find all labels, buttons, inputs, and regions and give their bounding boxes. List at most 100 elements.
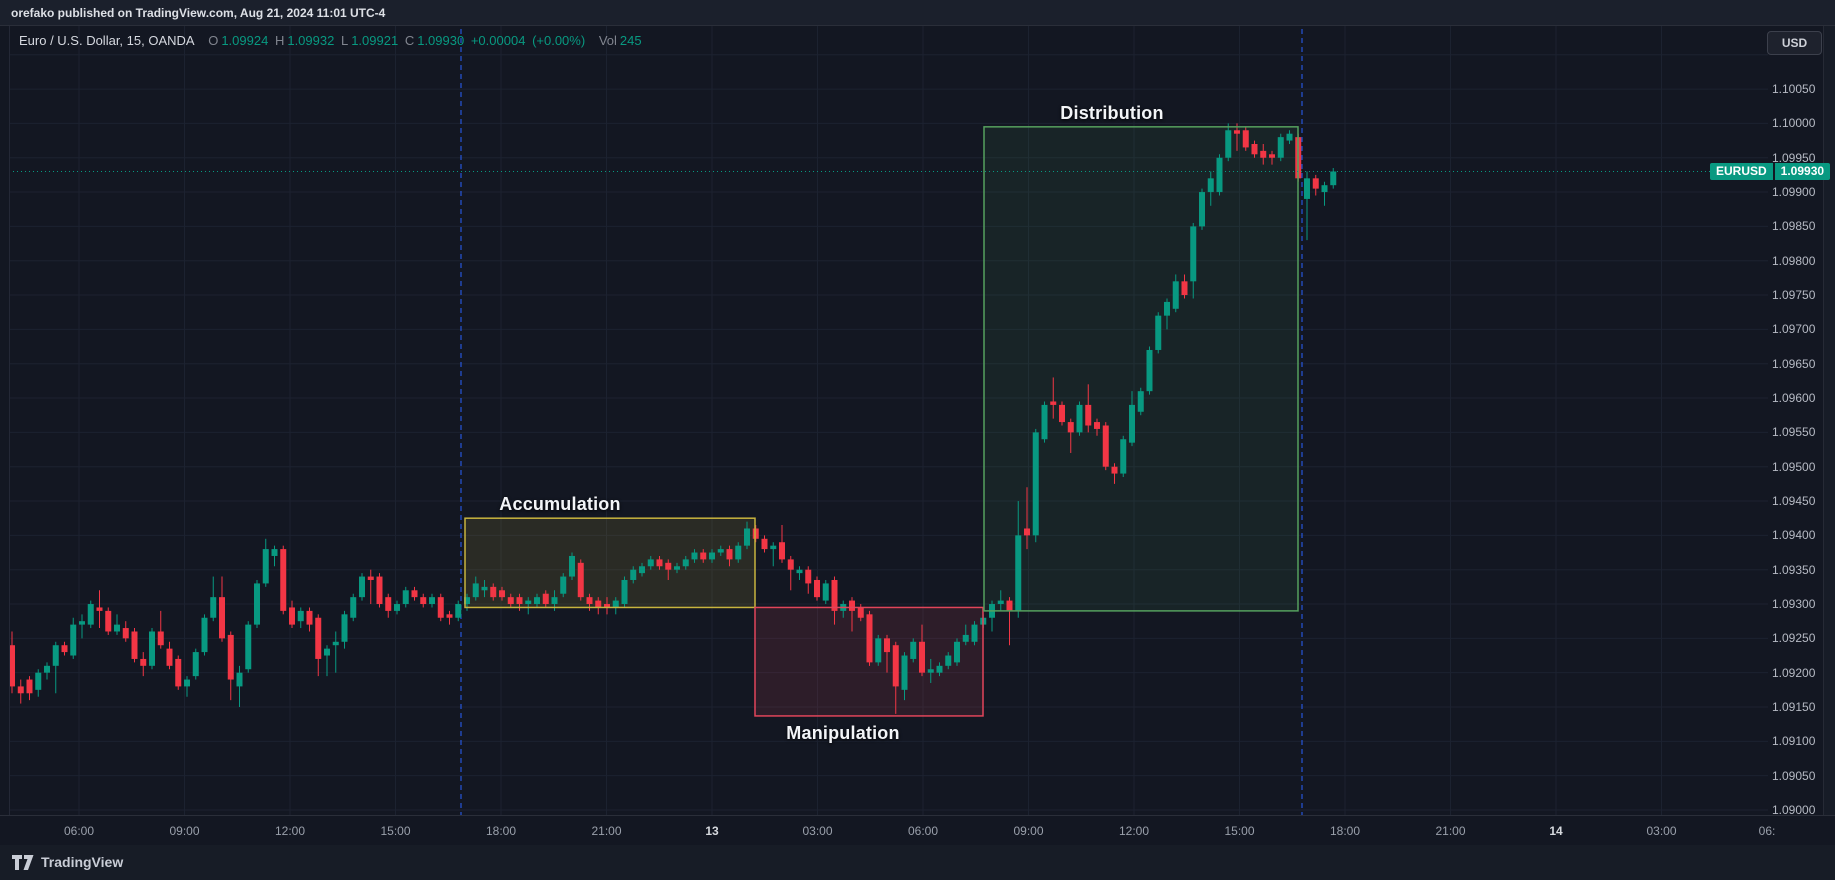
candle-body: [52, 645, 59, 666]
chart-left-border: [9, 26, 10, 845]
candle: [1286, 130, 1293, 144]
candle-body: [105, 610, 112, 632]
currency-unit-label: USD: [1781, 36, 1808, 50]
candle: [604, 597, 610, 615]
candle: [1120, 435, 1127, 477]
price-axis-label: 1.09250: [1772, 631, 1816, 646]
candle: [787, 555, 794, 591]
time-axis-label: 06:: [1758, 824, 1776, 838]
time-axis-label: 03:00: [1646, 824, 1677, 838]
candle: [726, 545, 733, 567]
candle: [595, 597, 602, 615]
price-axis-label: 1.09750: [1772, 288, 1816, 303]
candle-body: [166, 648, 173, 666]
candle-body: [411, 590, 418, 598]
candle: [1269, 150, 1275, 165]
candle-body: [114, 624, 120, 632]
candle-body: [472, 583, 479, 598]
candle-body: [280, 549, 287, 611]
candle-body: [910, 641, 917, 659]
candle: [359, 573, 365, 601]
zone-label-accumulation[interactable]: Accumulation: [499, 494, 621, 515]
candle-body: [927, 669, 934, 673]
candle-body: [831, 579, 838, 611]
candle-body: [1032, 432, 1039, 536]
high-label: H: [274, 33, 285, 48]
price-axis[interactable]: [1768, 26, 1835, 815]
candle: [61, 641, 68, 656]
candle: [525, 597, 532, 615]
candle-body: [691, 552, 698, 560]
candle-body: [674, 566, 680, 570]
candle: [1190, 222, 1197, 299]
time-axis-label: 09:00: [169, 824, 200, 838]
candle: [910, 638, 917, 663]
tradingview-logo-text: TradingView: [41, 854, 124, 870]
candle-body: [787, 559, 794, 570]
candle-body: [1251, 143, 1258, 155]
low-label: L: [340, 33, 349, 48]
time-axis[interactable]: [0, 815, 1835, 847]
candle-body: [254, 583, 260, 625]
currency-unit-button[interactable]: USD: [1767, 31, 1822, 55]
candle: [1164, 298, 1170, 330]
candle: [455, 600, 462, 622]
candle: [1225, 123, 1232, 162]
low-value: 1.09921: [351, 33, 399, 48]
candle-body: [525, 600, 532, 605]
candle-body: [1199, 192, 1205, 227]
candle-body: [96, 607, 103, 611]
candle-body: [87, 604, 94, 625]
candle-body: [420, 597, 427, 605]
candle-body: [726, 549, 733, 560]
time-axis-label: 21:00: [1435, 824, 1466, 838]
last-price-badge[interactable]: EURUSD 1.09930: [1710, 163, 1831, 180]
candle-body: [219, 597, 225, 639]
high-value: 1.09932: [287, 33, 335, 48]
zone-box-border-manipulation[interactable]: [754, 606, 984, 717]
candle-body: [1111, 466, 1118, 474]
candle-body: [1269, 154, 1275, 158]
candle-body: [971, 624, 978, 642]
tradingview-logo[interactable]: TradingView: [12, 854, 123, 870]
candle: [892, 641, 899, 714]
candle-body: [70, 624, 77, 656]
candle: [1067, 418, 1074, 453]
candle-body: [665, 562, 672, 570]
zone-label-manipulation[interactable]: Manipulation: [786, 722, 900, 743]
candle: [157, 610, 164, 649]
candle-body: [131, 631, 138, 659]
candle-body: [315, 617, 322, 659]
zone-box-border-distribution[interactable]: [983, 126, 1299, 612]
candle-body: [709, 552, 715, 560]
zone-box-fill-accumulation[interactable]: [465, 518, 755, 608]
candle: [210, 576, 217, 622]
close-value: 1.09930: [417, 33, 465, 48]
zone-box-border-accumulation[interactable]: [464, 517, 756, 609]
candle: [1137, 387, 1144, 416]
candle: [621, 576, 628, 608]
price-axis-label: 1.09150: [1772, 700, 1816, 714]
candle-body: [1242, 130, 1249, 148]
zone-box-fill-distribution[interactable]: [984, 126, 1298, 611]
candle-body: [639, 566, 645, 574]
change-value: +0.00004: [470, 33, 526, 48]
candle-body: [1321, 185, 1328, 193]
candle: [96, 590, 103, 629]
candle-body: [857, 607, 864, 618]
tradingview-logo-icon: [12, 854, 34, 870]
candle: [1050, 377, 1057, 419]
candle-body: [192, 652, 199, 677]
candle-body: [140, 658, 147, 666]
candle: [114, 614, 120, 635]
candle-body: [560, 576, 567, 594]
zone-label-distribution[interactable]: Distribution: [1060, 102, 1164, 123]
candle-body: [1146, 349, 1153, 392]
candle-body: [210, 597, 217, 618]
candle: [394, 600, 400, 615]
candle-body: [1050, 401, 1057, 405]
candle: [385, 593, 392, 618]
candle: [341, 610, 348, 649]
change-percent: (+0.00%): [532, 33, 586, 48]
